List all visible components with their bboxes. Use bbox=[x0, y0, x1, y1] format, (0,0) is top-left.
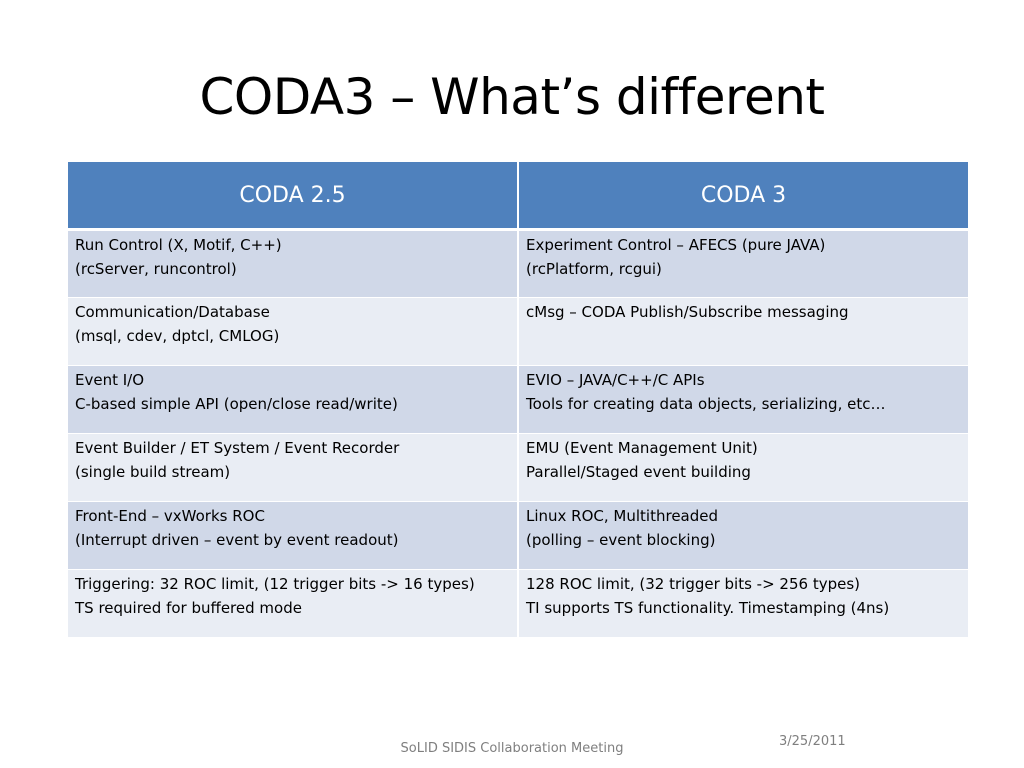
table-row: Event Builder / ET System / Event Record… bbox=[68, 433, 968, 502]
table-row: Front-End – vxWorks ROC (Interrupt drive… bbox=[68, 501, 968, 570]
cell-coda3: 128 ROC limit, (32 trigger bits -> 256 t… bbox=[518, 569, 968, 638]
table-header-row: CODA 2.5 CODA 3 bbox=[68, 162, 968, 231]
cell-line: Run Control (X, Motif, C++) bbox=[75, 236, 282, 254]
comparison-table: CODA 2.5 CODA 3 Run Control (X, Motif, C… bbox=[68, 162, 968, 638]
cell-line: TS required for buffered mode bbox=[75, 599, 302, 617]
cell-line: Linux ROC, Multithreaded bbox=[526, 507, 719, 525]
cell-line: Event Builder / ET System / Event Record… bbox=[75, 439, 400, 457]
table-row: Run Control (X, Motif, C++) (rcServer, r… bbox=[68, 229, 968, 298]
table-row: Communication/Database (msql, cdev, dptc… bbox=[68, 297, 968, 366]
header-coda25: CODA 2.5 bbox=[68, 162, 519, 231]
cell-line: Communication/Database bbox=[75, 303, 270, 321]
cell-line: 128 ROC limit, (32 trigger bits -> 256 t… bbox=[526, 575, 861, 593]
cell-coda25: Event Builder / ET System / Event Record… bbox=[68, 433, 519, 502]
table-row: Event I/O C-based simple API (open/close… bbox=[68, 365, 968, 434]
footer-date: 3/25/2011 bbox=[779, 734, 846, 749]
cell-line: Front-End – vxWorks ROC bbox=[75, 507, 265, 525]
cell-line: EMU (Event Management Unit) bbox=[526, 439, 758, 457]
cell-coda25: Communication/Database (msql, cdev, dptc… bbox=[68, 297, 519, 366]
cell-line: (msql, cdev, dptcl, CMLOG) bbox=[75, 327, 280, 345]
header-coda3: CODA 3 bbox=[518, 162, 968, 231]
cell-coda3: EVIO – JAVA/C++/C APIs Tools for creatin… bbox=[518, 365, 968, 434]
cell-coda3: Experiment Control – AFECS (pure JAVA) (… bbox=[518, 229, 968, 298]
cell-line: (Interrupt driven – event by event reado… bbox=[75, 531, 399, 549]
cell-coda25: Run Control (X, Motif, C++) (rcServer, r… bbox=[68, 229, 519, 298]
cell-line: Tools for creating data objects, seriali… bbox=[526, 395, 886, 413]
cell-line: C-based simple API (open/close read/writ… bbox=[75, 395, 398, 413]
cell-line: (single build stream) bbox=[75, 463, 231, 481]
cell-line: Parallel/Staged event building bbox=[526, 463, 751, 481]
cell-line: Event I/O bbox=[75, 371, 145, 389]
cell-line: (polling – event blocking) bbox=[526, 531, 716, 549]
comparison-table-container: CODA 2.5 CODA 3 Run Control (X, Motif, C… bbox=[68, 162, 968, 638]
table-row: Triggering: 32 ROC limit, (12 trigger bi… bbox=[68, 569, 968, 638]
cell-line: TI supports TS functionality. Timestampi… bbox=[526, 599, 890, 617]
cell-line: EVIO – JAVA/C++/C APIs bbox=[526, 371, 705, 389]
cell-coda3: cMsg – CODA Publish/Subscribe messaging bbox=[518, 297, 968, 366]
cell-coda25: Event I/O C-based simple API (open/close… bbox=[68, 365, 519, 434]
cell-line: (rcServer, runcontrol) bbox=[75, 260, 237, 278]
footer-meeting-name: SoLID SIDIS Collaboration Meeting bbox=[400, 741, 624, 756]
cell-line: (rcPlatform, rcgui) bbox=[526, 260, 662, 278]
cell-coda25: Triggering: 32 ROC limit, (12 trigger bi… bbox=[68, 569, 519, 638]
cell-line: cMsg – CODA Publish/Subscribe messaging bbox=[526, 303, 849, 321]
cell-coda3: Linux ROC, Multithreaded (polling – even… bbox=[518, 501, 968, 570]
cell-coda25: Front-End – vxWorks ROC (Interrupt drive… bbox=[68, 501, 519, 570]
cell-line: Triggering: 32 ROC limit, (12 trigger bi… bbox=[75, 575, 475, 593]
slide-title: CODA3 – What’s different bbox=[199, 68, 825, 126]
cell-coda3: EMU (Event Management Unit) Parallel/Sta… bbox=[518, 433, 968, 502]
cell-line: Experiment Control – AFECS (pure JAVA) bbox=[526, 236, 826, 254]
